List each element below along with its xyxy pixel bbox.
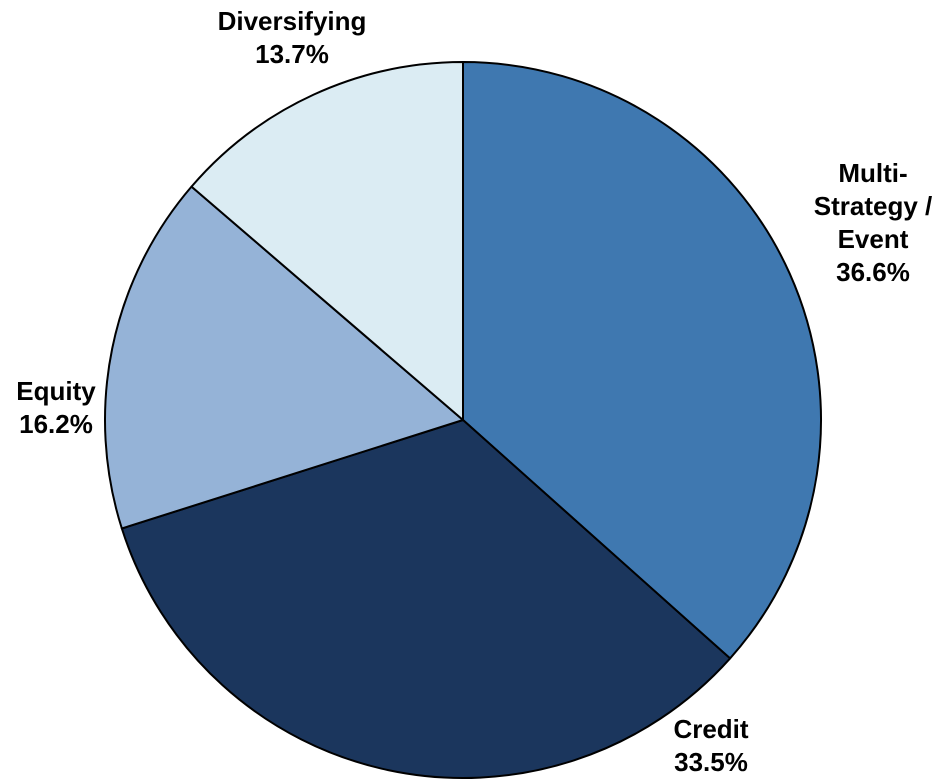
slice-label-diversifying: Diversifying 13.7% (218, 6, 367, 69)
slice-label-equity: Equity 16.2% (16, 376, 96, 439)
slice-name-label: Credit (673, 714, 748, 744)
pie-slice-multi-strategy-event (462, 61, 822, 660)
slice-value-label: 16.2% (19, 409, 93, 439)
slice-name-label: Event (838, 224, 909, 254)
slice-value-label: 36.6% (836, 257, 910, 287)
slice-name-label: Multi- (838, 158, 907, 188)
slice-label-multi-strategy-event: Multi-Strategy / Event 36.6% (814, 158, 933, 287)
pie-labels: Multi-Strategy / Event 36.6% Credit 33.5% Equ… (16, 6, 932, 777)
slice-name-label: Strategy / (814, 191, 933, 221)
pie-slice-equity (104, 185, 464, 530)
pie-slice-credit (120, 419, 732, 779)
slice-value-label: 33.5% (674, 747, 748, 777)
pie-slices (104, 61, 822, 779)
slice-value-label: 13.7% (255, 39, 329, 69)
slice-label-credit: Credit 33.5% (673, 714, 748, 777)
slice-name-label: Equity (16, 376, 96, 406)
slice-name-label: Diversifying (218, 6, 367, 36)
pie-slice-diversifying (190, 61, 464, 421)
